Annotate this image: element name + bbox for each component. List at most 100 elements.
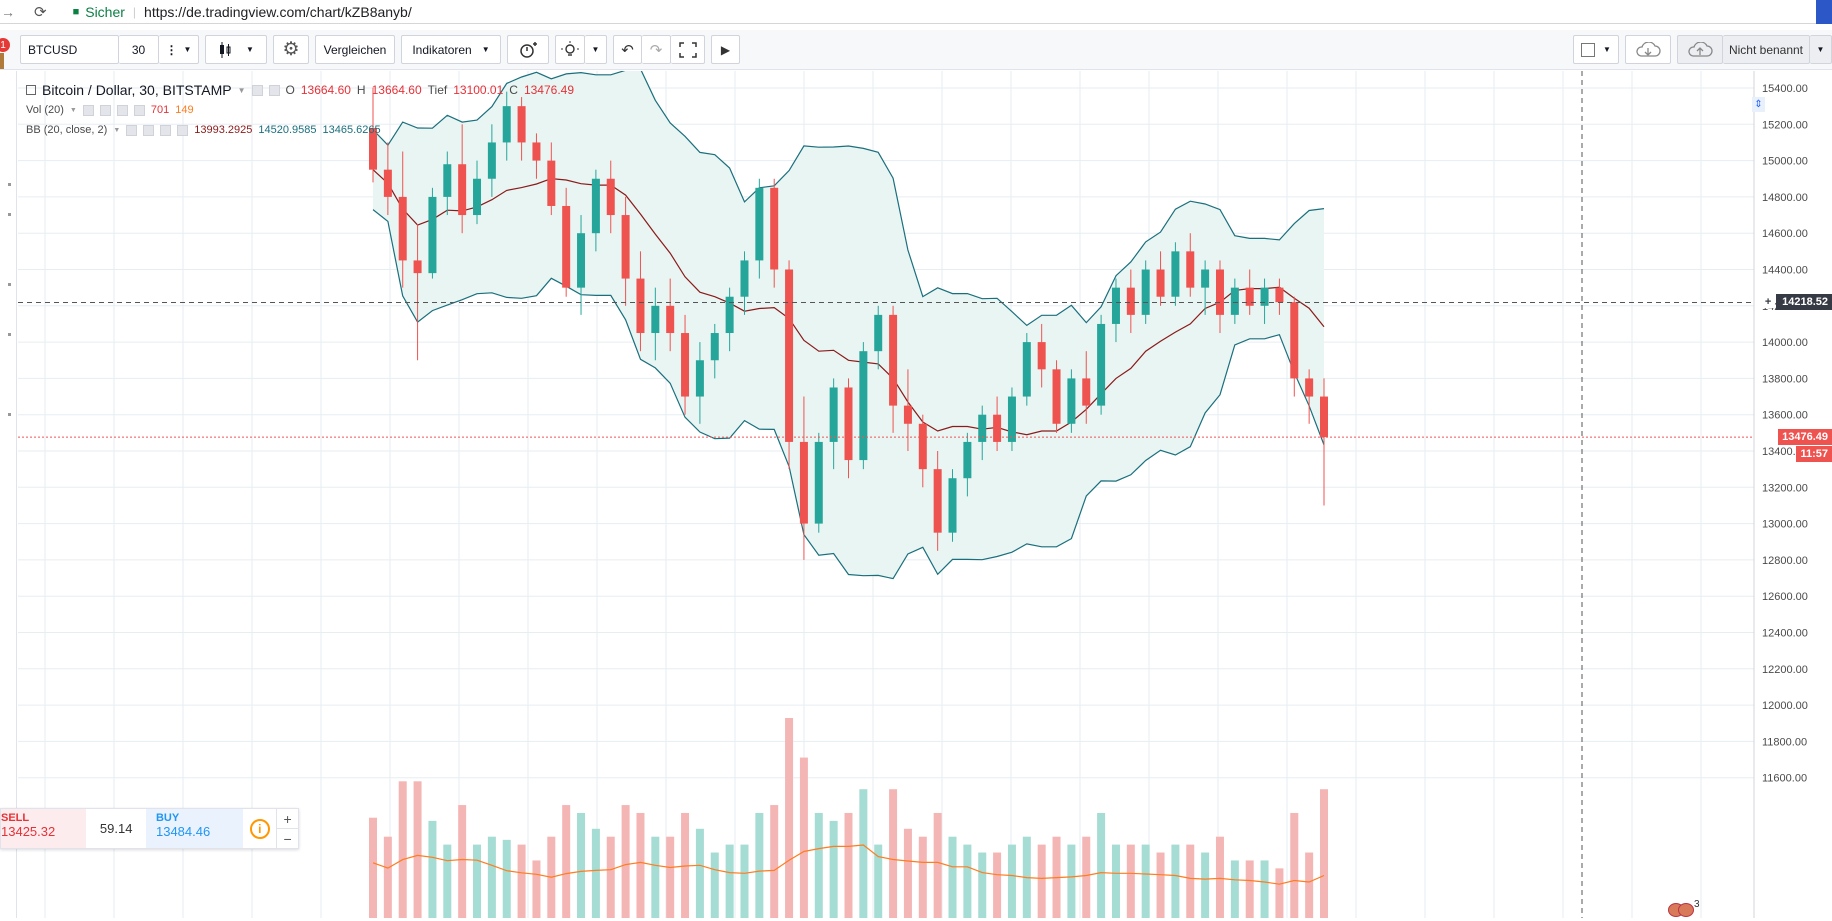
candle-body[interactable] xyxy=(562,205,571,288)
candle-body[interactable] xyxy=(844,387,853,461)
chevron-down-icon[interactable]: ▼ xyxy=(585,35,607,64)
eye-icon[interactable] xyxy=(251,84,263,96)
info-icon[interactable]: i xyxy=(243,809,276,848)
candle-body[interactable] xyxy=(517,106,526,143)
decrease-icon[interactable]: − xyxy=(277,828,298,848)
candle-body[interactable] xyxy=(369,127,377,170)
candle-body[interactable] xyxy=(710,333,719,361)
candle-body[interactable] xyxy=(874,314,883,352)
candle-body[interactable] xyxy=(918,423,927,470)
chevron-down-icon[interactable]: ▼ xyxy=(113,126,121,134)
candle-body[interactable] xyxy=(621,215,630,279)
settings-icon[interactable] xyxy=(99,104,111,116)
candle-body[interactable] xyxy=(606,178,615,216)
candle-body[interactable] xyxy=(1215,269,1224,315)
candle-body[interactable] xyxy=(1052,369,1061,424)
candle-body[interactable] xyxy=(398,196,407,261)
candle-body[interactable] xyxy=(666,305,675,334)
candle-body[interactable] xyxy=(1305,378,1314,397)
candle-body[interactable] xyxy=(889,314,898,406)
drawing-color-button[interactable]: ▼ xyxy=(1573,35,1619,64)
add-icon[interactable] xyxy=(116,104,128,116)
candle-body[interactable] xyxy=(1186,251,1195,288)
candle-body[interactable] xyxy=(1082,378,1091,406)
candle-body[interactable] xyxy=(1201,269,1210,288)
candle-body[interactable] xyxy=(1141,269,1150,315)
compare-button[interactable]: Vergleichen xyxy=(315,35,395,64)
add-icon[interactable] xyxy=(160,124,172,136)
indicators-button[interactable]: Indikatoren ▼ xyxy=(401,35,501,64)
plus-icon[interactable]: + xyxy=(1762,296,1775,309)
candle-body[interactable] xyxy=(1022,342,1031,397)
candle-body[interactable] xyxy=(547,160,556,206)
cloud-upload-icon[interactable] xyxy=(1677,35,1723,64)
candle-body[interactable] xyxy=(785,269,794,442)
close-icon[interactable] xyxy=(133,104,145,116)
candle-body[interactable] xyxy=(1126,287,1135,315)
undo-icon[interactable]: ↶ xyxy=(613,35,642,64)
candle-body[interactable] xyxy=(1320,396,1328,438)
browser-menu-icon[interactable] xyxy=(1816,0,1832,24)
eye-icon[interactable] xyxy=(126,124,138,136)
candle-body[interactable] xyxy=(948,478,957,533)
candle-body[interactable] xyxy=(1007,396,1016,442)
candle-body[interactable] xyxy=(695,360,704,397)
candle-body[interactable] xyxy=(740,260,749,297)
candle-body[interactable] xyxy=(428,196,437,274)
candle-body[interactable] xyxy=(978,414,987,442)
sell-button[interactable]: SELL 13425.32 xyxy=(1,809,87,848)
chevron-down-icon[interactable]: ▼ xyxy=(69,106,77,114)
settings-icon[interactable] xyxy=(143,124,155,136)
interval-dropdown[interactable]: ⋮ ▼ xyxy=(159,35,199,64)
candle-body[interactable] xyxy=(458,164,467,216)
candle-body[interactable] xyxy=(591,178,600,234)
candle-body[interactable] xyxy=(1067,378,1076,424)
symbol-title[interactable]: Bitcoin / Dollar, 30, BITSTAMP xyxy=(42,82,232,98)
candle-body[interactable] xyxy=(1275,287,1284,303)
symbol-input[interactable]: BTCUSD xyxy=(20,35,119,64)
close-icon[interactable] xyxy=(177,124,189,136)
candle-body[interactable] xyxy=(1230,287,1239,315)
notification-badge[interactable]: 1 xyxy=(0,38,10,52)
url-field[interactable]: https://de.tradingview.com/chart/kZB8any… xyxy=(144,3,412,20)
candle-body[interactable] xyxy=(487,142,496,179)
events-flag-icon[interactable]: 3 xyxy=(1668,899,1710,917)
buy-button[interactable]: BUY 13484.46 xyxy=(145,809,244,848)
candle-body[interactable] xyxy=(1037,342,1046,370)
eye-icon[interactable] xyxy=(82,104,94,116)
bollinger-label[interactable]: BB (20, close, 2) xyxy=(26,124,108,136)
candle-body[interactable] xyxy=(532,142,541,161)
candle-body[interactable] xyxy=(636,278,645,334)
candle-body[interactable] xyxy=(1097,323,1106,406)
reload-icon[interactable]: ⟳ xyxy=(34,3,47,21)
candle-body[interactable] xyxy=(993,414,1002,442)
scale-toggle-icon[interactable]: ⇕ xyxy=(1752,97,1765,112)
candle-body[interactable] xyxy=(502,106,511,143)
alert-button[interactable] xyxy=(507,35,549,64)
candle-body[interactable] xyxy=(473,178,482,216)
candle-body[interactable] xyxy=(681,333,690,397)
chart-type-button[interactable]: ▼ xyxy=(205,35,267,64)
candle-body[interactable] xyxy=(933,469,942,533)
candle-body[interactable] xyxy=(829,387,838,442)
candle-body[interactable] xyxy=(1245,287,1254,306)
candle-body[interactable] xyxy=(799,441,808,524)
candle-body[interactable] xyxy=(1156,269,1165,297)
replay-button[interactable] xyxy=(555,35,585,64)
candle-body[interactable] xyxy=(963,441,972,479)
candle-body[interactable] xyxy=(577,233,586,288)
forward-icon[interactable]: → xyxy=(1,3,15,20)
chevron-down-icon[interactable]: ▼ xyxy=(1810,35,1832,64)
candle-body[interactable] xyxy=(443,164,452,197)
increase-icon[interactable]: + xyxy=(283,810,292,827)
candle-body[interactable] xyxy=(859,351,868,461)
candle-body[interactable] xyxy=(903,405,912,424)
candle-body[interactable] xyxy=(725,296,734,334)
candle-body[interactable] xyxy=(651,305,660,334)
candle-body[interactable] xyxy=(755,187,764,261)
candle-body[interactable] xyxy=(413,260,422,274)
chevron-down-icon[interactable]: ▼ xyxy=(237,85,246,95)
quantity-stepper[interactable]: + − xyxy=(276,809,298,848)
chart-canvas[interactable]: 15400.00 15200.00 15000.00 14800.00 14600.00… xyxy=(18,68,1832,918)
candle-body[interactable] xyxy=(814,441,823,524)
